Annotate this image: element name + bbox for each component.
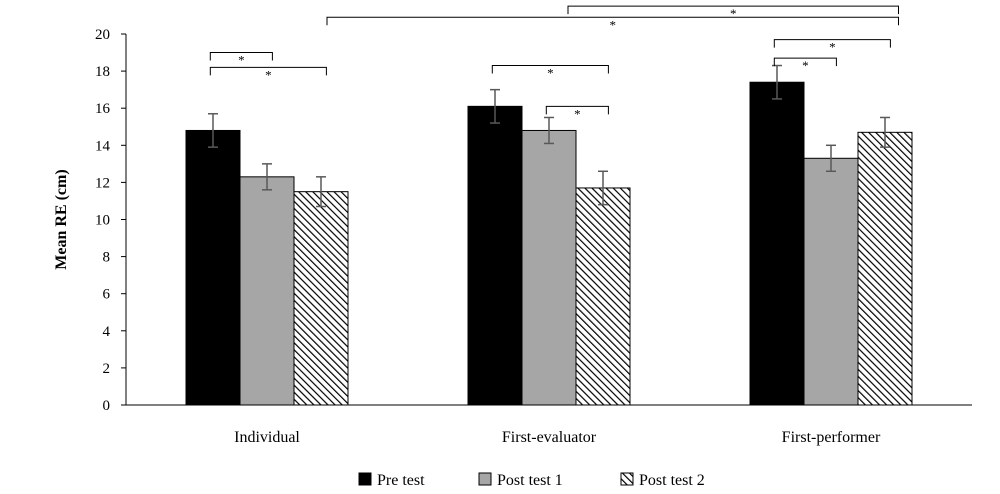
significance-star: *: [802, 58, 809, 73]
significance-star: *: [730, 6, 737, 21]
bar: [239, 176, 295, 406]
chart-legend: Pre test Post test 1 Post test 2: [358, 472, 705, 489]
significance-star: *: [547, 66, 554, 81]
significance-star: *: [574, 106, 581, 121]
significance-bracket: [545, 105, 609, 115]
significance-star: *: [265, 67, 272, 82]
y-tick-label: 14: [95, 138, 111, 154]
y-tick-label: 2: [103, 361, 111, 377]
significance-star: *: [829, 40, 836, 55]
bar: [575, 187, 631, 406]
chart-axes: 0 2 4 6 8 10 12 14 16 18 20 Mean RE (cm) Individual F…: [53, 27, 972, 446]
significance-bracket: [209, 66, 327, 76]
bar: [293, 191, 349, 406]
bar: [185, 129, 241, 406]
y-tick-label: 0: [103, 398, 111, 414]
x-category-label: First-evaluator: [502, 429, 597, 446]
legend-label: Post test 2: [639, 472, 705, 489]
chart-bars: [185, 64, 913, 406]
significance-bracket: [326, 16, 899, 26]
legend-swatch: [478, 472, 492, 486]
bar: [467, 105, 523, 406]
y-tick-label: 4: [103, 324, 111, 340]
y-tick-label: 8: [103, 250, 111, 266]
significance-brackets: * * * * * * * *: [209, 5, 899, 121]
significance-star: *: [238, 53, 245, 68]
y-tick-label: 18: [95, 64, 110, 80]
x-category-label: Individual: [234, 429, 300, 446]
legend-swatch: [620, 472, 634, 486]
legend-label: Pre test: [377, 472, 425, 489]
y-tick-label: 20: [95, 27, 110, 43]
significance-bracket: [773, 39, 891, 48]
y-tick-label: 10: [95, 213, 110, 229]
y-tick-label: 6: [103, 287, 111, 303]
legend-label: Post test 1: [497, 472, 563, 489]
y-tick-label: 16: [95, 101, 111, 117]
y-axis-label: Mean RE (cm): [53, 169, 70, 269]
significance-bracket: [567, 5, 899, 15]
legend-swatch: [358, 472, 372, 486]
bar: [521, 129, 577, 406]
significance-star: *: [610, 17, 617, 32]
bar: [857, 131, 913, 406]
significance-bracket: [773, 57, 837, 67]
significance-bracket: [209, 52, 273, 61]
y-tick-label: 12: [95, 175, 110, 191]
x-category-label: First-performer: [782, 429, 881, 446]
significance-bracket: [491, 65, 609, 74]
bar: [803, 157, 859, 406]
bar: [749, 81, 805, 406]
